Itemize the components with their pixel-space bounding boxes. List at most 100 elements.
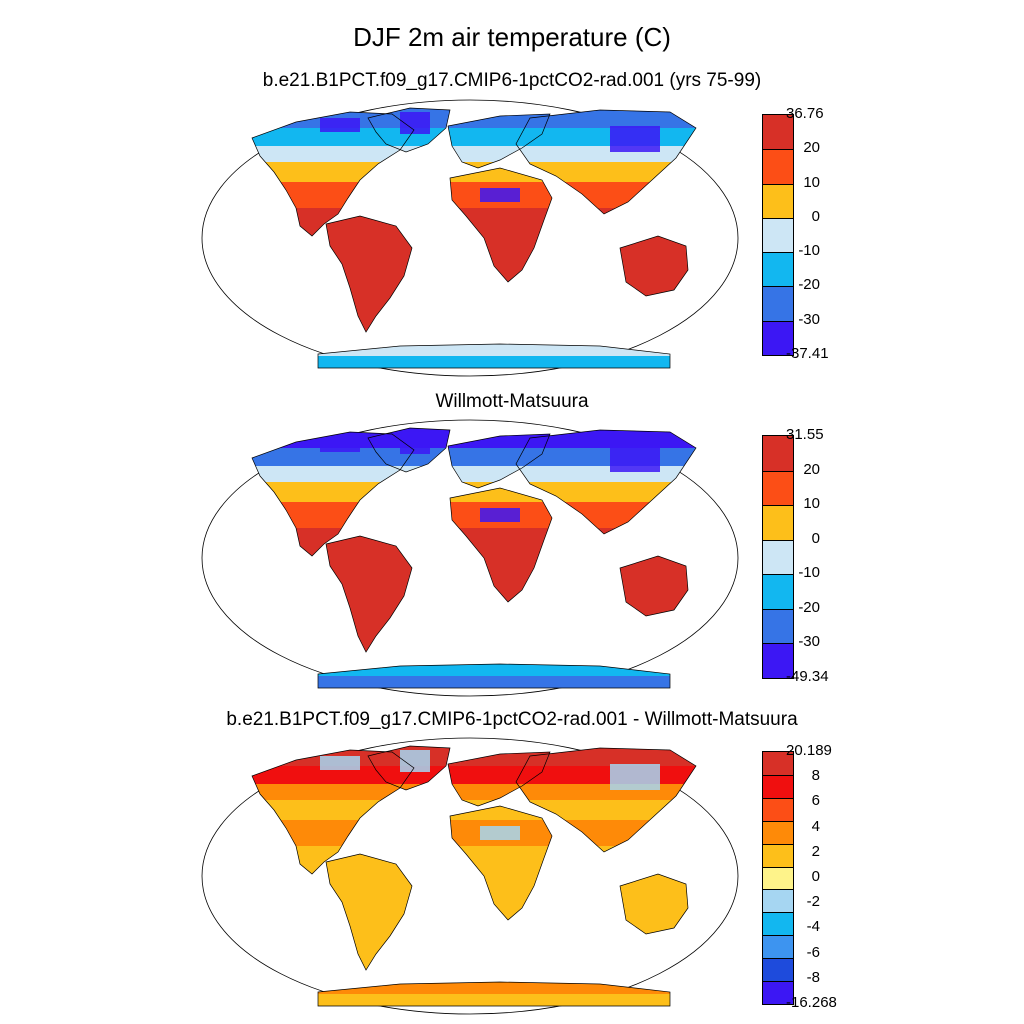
colorbar-label: -10: [798, 564, 820, 582]
colorbar-swatch: [763, 574, 793, 609]
extreme-patch: [480, 826, 520, 840]
colorbar-bar: [762, 114, 794, 356]
coastline-antarctica: [317, 663, 671, 689]
colorbar-label: -37.41: [786, 345, 829, 362]
colorbar-swatch: [763, 889, 793, 913]
coastline-antarctica: [317, 343, 671, 369]
colorbar-label: -6: [806, 943, 820, 961]
colorbar-swatch: [763, 958, 793, 982]
coastline-africa: [449, 167, 553, 283]
colorbar-swatch: [763, 935, 793, 959]
coastline-europe: [447, 433, 551, 489]
extreme-patch: [400, 432, 430, 454]
colorbar-swatch: [763, 797, 793, 821]
colorbar-label: 6: [811, 792, 820, 810]
colorbar-label: 31.55: [786, 426, 824, 443]
colorbar-label: 10: [803, 495, 820, 513]
panel-1-title: b.e21.B1PCT.f09_g17.CMIP6-1pctCO2-rad.00…: [262, 70, 762, 91]
colorbar-swatch: [763, 320, 793, 355]
colorbar-swatch: [763, 286, 793, 321]
coastline-antarctica: [317, 981, 671, 1007]
coastline-australia: [619, 555, 689, 617]
extreme-patch: [400, 750, 430, 772]
colorbar-bar: [762, 435, 794, 679]
band-north_mid: [252, 766, 696, 784]
coastline-australia: [619, 873, 689, 935]
coastline-asia: [515, 109, 697, 215]
coastline-greenland: [367, 427, 451, 473]
colorbar-swatch: [763, 643, 793, 678]
colorbar-label: -20: [798, 598, 820, 616]
coastline-africa: [449, 487, 553, 603]
colorbar-label: 0: [811, 207, 820, 225]
colorbar-swatch: [763, 820, 793, 844]
band-antarctic_inner: [252, 994, 696, 1006]
extreme-patch: [320, 438, 360, 452]
band-north: [252, 466, 696, 482]
colorbar-swatch: [763, 774, 793, 798]
colorbar-label: -4: [806, 918, 820, 936]
band-antarctic_inner: [252, 356, 696, 368]
band-north_mid: [252, 448, 696, 466]
extreme-patch: [610, 764, 660, 790]
colorbar-label: -30: [798, 310, 820, 328]
band-antarctic_inner: [252, 676, 696, 688]
colorbar-label: 20.189: [786, 742, 832, 759]
colorbar-label: 10: [803, 173, 820, 191]
colorbar-label: -49.34: [786, 668, 829, 685]
extreme-patch: [610, 446, 660, 472]
colorbar-label: 0: [811, 529, 820, 547]
colorbar-swatch: [763, 539, 793, 575]
panel-1-map: [201, 99, 739, 377]
band-north: [252, 784, 696, 800]
coastline-australia: [619, 235, 689, 297]
band-north_mid: [252, 128, 696, 146]
coastline-europe: [447, 751, 551, 807]
colorbar-bar: [762, 751, 794, 1005]
colorbar-label: 8: [811, 767, 820, 785]
colorbar-label: -30: [798, 633, 820, 651]
colorbar-swatch: [763, 149, 793, 184]
colorbar-swatch: [763, 912, 793, 936]
colorbar-swatch: [763, 843, 793, 867]
coastline-europe: [447, 113, 551, 169]
coastline-sa: [325, 215, 413, 333]
colorbar-label: 2: [811, 842, 820, 860]
colorbar-label: -10: [798, 242, 820, 260]
colorbar-swatch: [763, 866, 793, 890]
coastline-greenland: [367, 745, 451, 791]
colorbar-swatch: [763, 436, 793, 471]
panel-2-title: Willmott-Matsuura: [435, 391, 589, 412]
panel-3-title: b.e21.B1PCT.f09_g17.CMIP6-1pctCO2-rad.00…: [226, 709, 798, 730]
extreme-patch: [480, 508, 520, 522]
band-trop: [252, 182, 696, 208]
colorbar-label: -8: [806, 968, 820, 986]
coastline-sa: [325, 853, 413, 971]
colorbar-swatch: [763, 505, 793, 540]
extreme-patch: [320, 118, 360, 132]
band-trop: [252, 502, 696, 528]
colorbar-label: -2: [806, 893, 820, 911]
colorbar-swatch: [763, 115, 793, 150]
colorbar-swatch: [763, 183, 793, 218]
panel-3-map: [201, 737, 739, 1015]
colorbar-label: -16.268: [786, 994, 837, 1011]
band-north: [252, 146, 696, 162]
coastline-asia: [515, 747, 697, 853]
colorbar-label: 4: [811, 817, 820, 835]
extreme-patch: [610, 126, 660, 152]
coastline-greenland: [367, 107, 451, 153]
extreme-patch: [320, 756, 360, 770]
colorbar-label: 0: [811, 868, 820, 885]
colorbar-label: 36.76: [786, 105, 824, 122]
colorbar-swatch: [763, 470, 793, 506]
colorbar-label: -20: [798, 276, 820, 294]
coastline-asia: [515, 429, 697, 535]
colorbar-swatch: [763, 217, 793, 253]
panel-2-map: [201, 419, 739, 697]
colorbar-swatch: [763, 608, 793, 644]
extreme-patch: [480, 188, 520, 202]
extreme-patch: [400, 112, 430, 134]
colorbar-label: 20: [803, 460, 820, 478]
coastline-africa: [449, 805, 553, 921]
